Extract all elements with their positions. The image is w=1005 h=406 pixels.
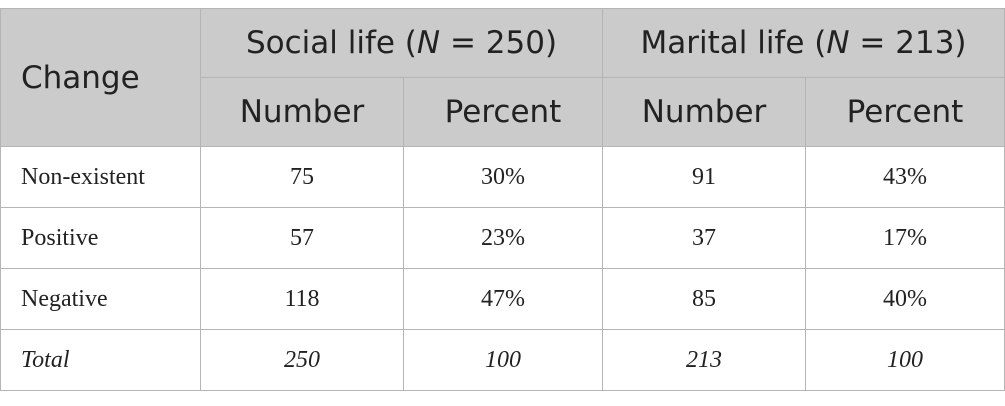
table-cell: 30% <box>403 146 603 208</box>
table-cell: 100 <box>804 329 1005 391</box>
table-cell: 213 <box>602 329 806 391</box>
group-header: Marital life (N = 213) <box>601 8 1005 78</box>
subheader-cell: Number <box>200 77 404 147</box>
header-text: = 213) <box>849 25 967 61</box>
group-header: Social life (N = 250) <box>200 8 603 78</box>
header-text: Social life ( <box>245 25 417 61</box>
header-row: Change Social life (N = 250) Marital lif… <box>0 8 1005 147</box>
header-text: N <box>416 25 441 61</box>
table-row: Negative 118 47% 85 40% <box>0 268 1005 330</box>
table-cell: Positive <box>0 207 201 269</box>
table-cell: Negative <box>0 268 201 330</box>
table-cell: 37 <box>602 207 806 269</box>
header-text: N <box>826 25 850 61</box>
table-row: Total 250 100 213 100 <box>0 329 1005 391</box>
header-cell: Change <box>0 8 201 147</box>
data-table: Change Social life (N = 250) Marital lif… <box>0 8 1005 391</box>
subheader-row: Number Percent Number Percent <box>1 77 1005 147</box>
header-text: = 250) <box>440 25 558 61</box>
table-cell: 47% <box>403 268 603 330</box>
table-cell: 57 <box>200 207 404 269</box>
table-cell: 40% <box>804 268 1005 330</box>
table-cell: 250 <box>200 329 404 391</box>
header-text: Marital life ( <box>640 25 827 61</box>
subheader-cell: Number <box>602 77 806 147</box>
table-cell: 23% <box>403 207 603 269</box>
table-cell: 17% <box>804 207 1005 269</box>
table-cell: 118 <box>200 268 404 330</box>
table-cell: 75 <box>200 146 404 208</box>
table-cell: 91 <box>602 146 806 208</box>
table-row: Positive 57 23% 37 17% <box>0 207 1005 269</box>
table-cell: 43% <box>804 146 1005 208</box>
table-cell: 100 <box>403 329 603 391</box>
subheader-cell: Percent <box>403 77 603 147</box>
table-row: Non-existent 75 30% 91 43% <box>0 146 1005 208</box>
table-cell: Total <box>0 329 201 391</box>
table-cell: 85 <box>602 268 806 330</box>
table-body: Non-existent 75 30% 91 43% Positive 57 23% 37 17%… <box>0 146 1005 391</box>
subheader-cell: Percent <box>804 77 1005 147</box>
table-cell: Non-existent <box>0 146 201 208</box>
